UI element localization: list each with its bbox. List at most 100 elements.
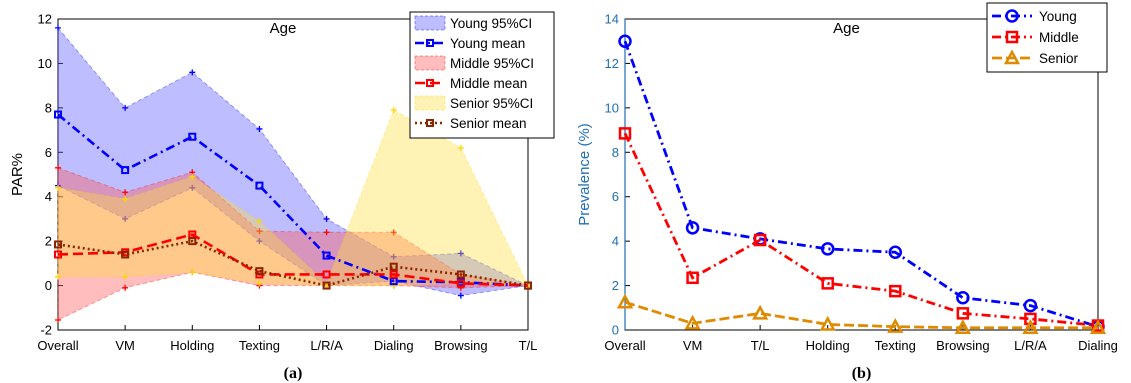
ci-bound-marker (256, 218, 263, 225)
legend-label: Senior mean (450, 116, 527, 131)
mean-data-point (54, 240, 62, 249)
ci-bound-marker (390, 253, 397, 260)
y-tick-label: 2 (45, 234, 52, 249)
y-tick-label: 10 (38, 56, 52, 71)
mean-series-line (57, 233, 529, 287)
ci-bound-marker (390, 107, 397, 114)
ci-bound-marker (55, 184, 61, 191)
y-axis-label: Prevalence (%) (576, 123, 593, 226)
plot-frame (57, 18, 529, 331)
x-tick-label: T/L (751, 338, 770, 353)
chart-title: Age (833, 20, 860, 37)
mean-data-point (121, 250, 130, 259)
mean-data-point (188, 132, 197, 141)
legend-label: Senior (1039, 51, 1079, 66)
legend-swatch (414, 15, 446, 31)
mean-data-point (389, 262, 398, 271)
x-tick-label: Browsing (936, 338, 989, 353)
ci-bound-marker (122, 215, 129, 222)
mean-data-point (456, 279, 465, 288)
y-tick-label: 0 (612, 323, 619, 338)
ci-bound-marker (189, 69, 196, 76)
mean-data-point (255, 267, 264, 276)
series-line (624, 300, 1098, 330)
legend-marker (426, 79, 434, 87)
y-tick-label: 4 (612, 234, 619, 249)
ci-bound-marker (55, 273, 61, 280)
y-tick-label: 10 (605, 100, 619, 115)
ci-bound-marker (55, 317, 61, 324)
mean-data-point (524, 281, 532, 290)
ci-bound-marker (122, 273, 129, 280)
x-tick-label: Dialing (374, 338, 414, 353)
ci-bound-marker (457, 250, 464, 257)
legend-marker (1005, 9, 1019, 23)
x-tick-label: L/R/A (1014, 338, 1047, 353)
ci-bound-marker (122, 189, 129, 196)
x-tick-label: T/L (519, 338, 538, 353)
legend-label: Young mean (450, 36, 525, 51)
ci-bound-marker (256, 280, 263, 287)
x-tick-label: Dialing (1078, 338, 1118, 353)
data-point (888, 245, 903, 259)
data-point (752, 304, 769, 320)
data-point (954, 319, 971, 335)
ci-bound-marker (256, 238, 263, 245)
ci-bound-marker (189, 184, 196, 191)
x-tick-label: Texting (875, 338, 916, 353)
x-tick-label: VM (115, 338, 135, 353)
legend-label: Middle (1039, 30, 1079, 45)
x-tick-label: Holding (806, 338, 850, 353)
mean-data-point (54, 110, 62, 119)
x-tick-label: Browsing (434, 338, 487, 353)
ci-bound-marker (122, 104, 129, 111)
mean-data-point (322, 270, 331, 279)
y-tick-label: 12 (605, 56, 619, 71)
data-point (956, 291, 970, 305)
mean-data-point (322, 281, 331, 290)
mean-data-point (255, 181, 264, 190)
data-point (753, 233, 767, 247)
legend-marker (1005, 30, 1019, 44)
legend-label: Young (1039, 9, 1077, 24)
chart-title: Age (270, 20, 297, 37)
series-line (623, 40, 1099, 329)
data-point (889, 284, 902, 298)
mean-data-point (121, 166, 130, 175)
data-point (618, 34, 632, 48)
legend-label: Senior 95%CI (450, 96, 533, 111)
chart-b: 0 2 4 6 8 10 12 14 Overall VM T/L Holding Texting Bro… (576, 2, 1118, 382)
ci-bound-marker (55, 24, 61, 31)
ci-bound-marker (457, 144, 464, 151)
legend-marker (426, 119, 434, 127)
legend-label: Middle 95%CI (450, 56, 534, 71)
data-point (1089, 319, 1107, 335)
x-tick-label: Texting (239, 338, 280, 353)
ci-band (57, 109, 529, 287)
data-point (820, 242, 835, 256)
data-point (686, 271, 699, 285)
ci-bound-marker (256, 125, 263, 132)
ci-band (57, 167, 529, 321)
data-point (1023, 298, 1038, 313)
ci-bound-marker (323, 215, 330, 222)
x-tick-label: L/R/A (310, 338, 343, 353)
ci-bound-marker (457, 292, 464, 299)
ci-bound-marker (189, 269, 196, 276)
legend-swatch (414, 55, 446, 71)
mean-data-point (54, 250, 62, 259)
y-tick-label: 0 (45, 278, 52, 293)
data-point (819, 315, 836, 331)
mean-data-point (188, 237, 197, 246)
x-tick-label: Overall (37, 338, 78, 353)
y-tick-label: 4 (45, 189, 52, 204)
ci-bound-marker (390, 229, 397, 236)
data-point (684, 314, 701, 330)
data-point (1022, 319, 1039, 335)
legend-label: Middle mean (450, 76, 527, 91)
legend-swatch (414, 95, 446, 111)
x-tick-label: Overall (604, 338, 645, 353)
y-tick-label: 8 (45, 100, 52, 115)
y-tick-label: 8 (612, 145, 619, 160)
